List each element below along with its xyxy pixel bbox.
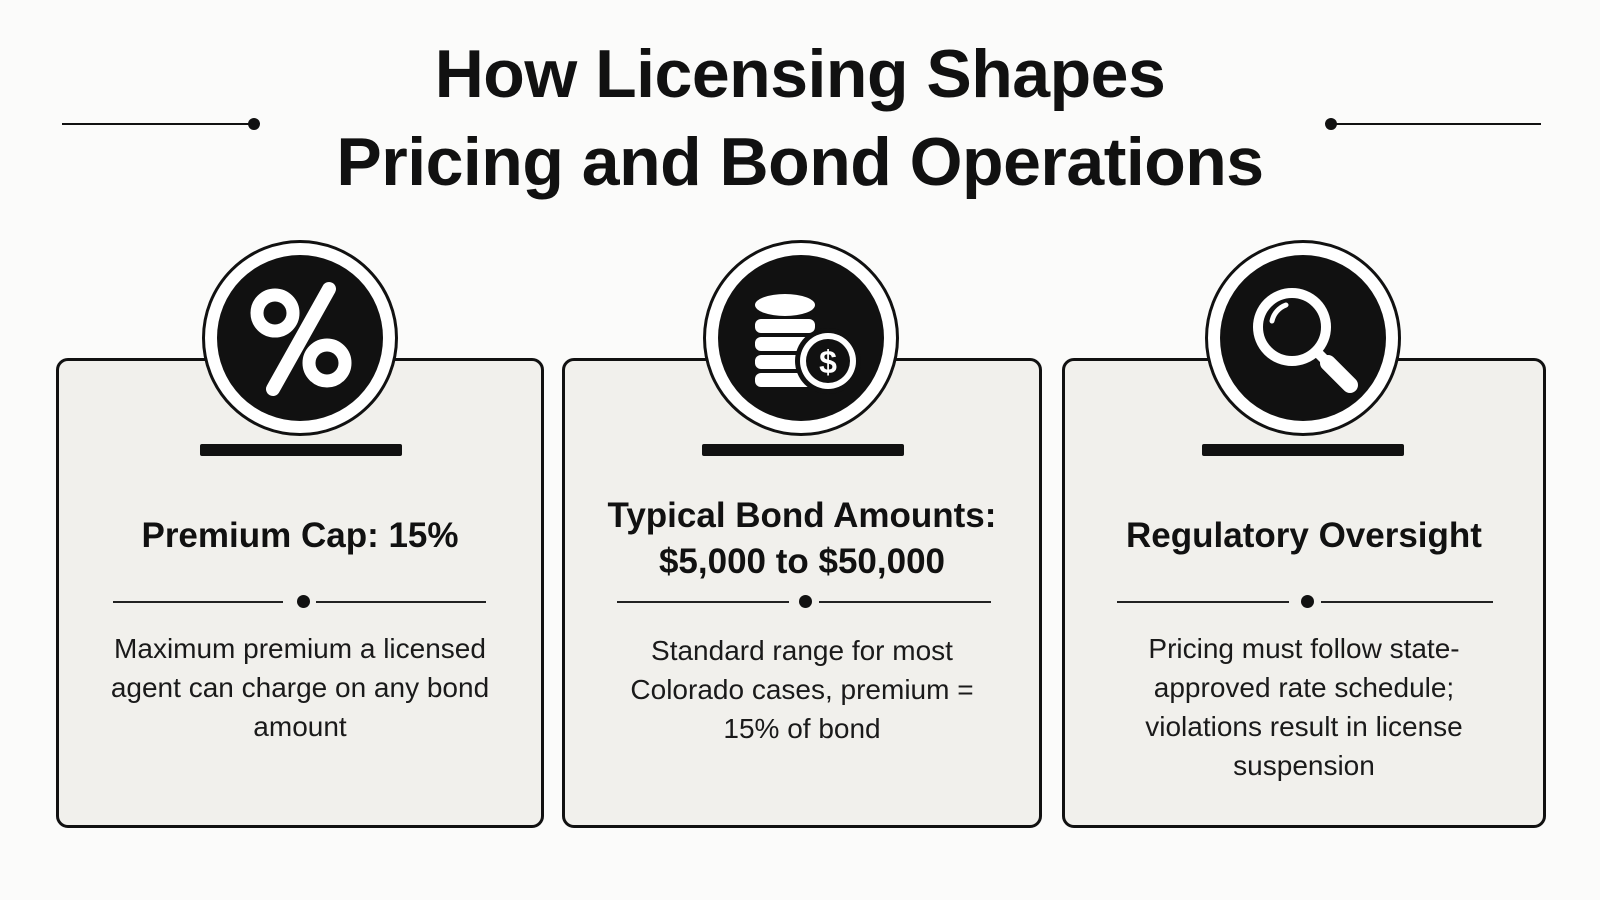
badge-stand (702, 444, 904, 456)
card-heading-line-2: $5,000 to $50,000 (658, 542, 946, 581)
badge-stand (1202, 444, 1404, 456)
magnifier-badge (1205, 240, 1401, 436)
divider-right (819, 601, 991, 603)
badge-stand (200, 444, 402, 456)
divider-right (316, 601, 486, 603)
divider-dot (297, 595, 310, 608)
svg-text:$: $ (819, 344, 837, 380)
card-bond-amounts: Typical Bond Amounts: $5,000 to $50,000 … (562, 358, 1042, 828)
card-body: Maximum premium a licensed agent can cha… (110, 633, 490, 742)
card-heading: Typical Bond Amounts: $5,000 to $50,000 (565, 493, 1039, 585)
title-line-1: How Licensing Shapes (434, 36, 1166, 112)
magnifying-glass-icon (1220, 255, 1386, 421)
divider-left (617, 601, 789, 603)
divider-left (1117, 601, 1289, 603)
card-heading-line-1: Typical Bond Amounts: (607, 496, 997, 535)
divider-dot (1301, 595, 1314, 608)
title-rule-left-dot (248, 118, 260, 130)
card-body: Standard range for most Colorado cases, … (630, 635, 974, 744)
divider-right (1321, 601, 1493, 603)
card-body: Pricing must follow state-approved rate … (1145, 633, 1463, 781)
divider-dot (799, 595, 812, 608)
percent-badge (202, 240, 398, 436)
page-title: How Licensing Shapes Pricing and Bond Op… (0, 30, 1600, 206)
title-rule-right (1331, 123, 1541, 125)
coins-badge: $ (703, 240, 899, 436)
title-line-2: Pricing and Bond Operations (336, 124, 1264, 200)
coins-dollar-icon: $ (718, 255, 884, 421)
title-rule-left (62, 123, 254, 125)
card-premium-cap: Premium Cap: 15% Maximum premium a licen… (56, 358, 544, 828)
card-heading: Regulatory Oversight (1126, 516, 1482, 555)
percent-icon (217, 255, 383, 421)
card-regulatory-oversight: Regulatory Oversight Pricing must follow… (1062, 358, 1546, 828)
divider-left (113, 601, 283, 603)
card-heading: Premium Cap: 15% (141, 516, 459, 555)
